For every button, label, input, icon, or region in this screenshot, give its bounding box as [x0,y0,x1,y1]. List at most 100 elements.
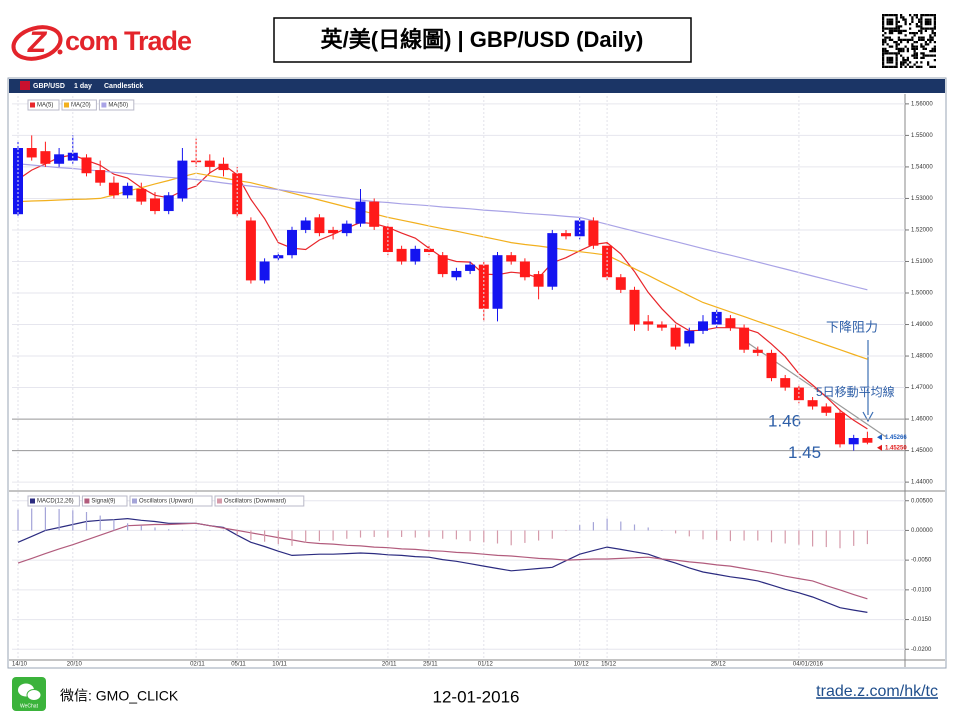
oscillator-bar [702,530,704,540]
candle-body [328,229,339,234]
oscillator-bar [359,530,362,538]
qr-cell [891,65,894,68]
candle-body [739,327,750,350]
y-tick-label: 1.55000 [911,133,933,139]
qr-cell [900,65,903,68]
qr-cell [911,47,914,50]
qr-cell [931,14,934,17]
candle-body [95,170,106,183]
qr-cell [920,25,923,28]
oscillator-bar [428,530,430,537]
candle-body [547,233,558,287]
qr-cell [911,45,914,48]
website-link[interactable]: trade.z.com/hk/tc [816,683,938,700]
qr-cell [931,54,934,57]
toolbar-chart-type[interactable]: Candlestick [104,83,143,90]
oscillator-bar [318,530,320,542]
qr-cell [927,63,930,66]
wechat-icon: WeChat [12,677,46,711]
qr-cell [886,50,889,53]
qr-cell [888,23,891,26]
oscillator-bar [633,524,636,531]
oscillator-bar [140,525,142,531]
qr-cell [929,23,932,26]
candle-body [136,188,147,202]
qr-cell [915,61,918,64]
qr-cell [888,36,891,39]
candle-body [643,321,654,325]
qr-cell [902,29,905,32]
price-label: 1.45266 [885,435,907,441]
qr-cell [913,50,916,53]
qr-cell [891,27,894,30]
qr-cell [922,56,925,59]
oscillator-bar [442,530,444,539]
qr-cell [886,56,889,59]
qr-cell [931,27,934,30]
qr-cell [891,23,894,26]
qr-cell [924,54,927,57]
toolbar-period[interactable]: 1 day [74,83,92,90]
qr-cell [920,61,923,64]
candle-body [478,264,489,309]
qr-cell [891,45,894,48]
candle-body [561,233,571,237]
oscillator-bar [58,509,60,531]
qr-cell [920,27,923,30]
qr-cell [931,38,934,41]
toolbar-symbol[interactable]: GBP/USD [33,83,65,90]
qr-cell [888,45,891,48]
qr-cell [900,50,903,53]
oscillator-bar [168,529,170,531]
qr-cell [918,36,921,39]
legend-box [81,495,128,507]
qr-cell [884,50,887,53]
candle-body [314,217,325,234]
qr-cell [900,63,903,66]
candle-body [780,378,791,388]
qr-cell [886,43,889,46]
qr-cell [924,29,927,32]
oscillator-bar [236,530,238,536]
qr-cell [886,59,889,62]
qr-cell [911,32,914,35]
x-tick-label: 01/12 [478,662,494,668]
oscillator-bar [154,527,156,531]
chart-title: 英/美(日線圖) | GBP/USD (Daily) [321,27,644,52]
qr-cell [927,23,930,26]
qr-cell [902,63,905,66]
qr-cell [882,18,885,21]
qr-cell [933,20,936,23]
qr-cell [922,14,925,17]
qr-cell [909,61,912,64]
oscillator-bar [688,530,690,537]
candle-body [684,330,695,344]
qr-cell [900,14,903,17]
logo-dot [57,49,63,55]
qr-cell [891,59,894,62]
qr-cell [897,32,900,35]
qr-cell [915,14,918,17]
qr-cell [882,38,885,41]
legend-label: Signal(9) [91,499,115,505]
qr-cell [895,47,898,50]
qr-cell [915,25,918,28]
oscillator-bar [113,519,115,531]
qr-cell [918,29,921,32]
qr-cell [897,36,900,39]
qr-cell [900,47,903,50]
y-tick-label: 1.56000 [911,101,933,107]
qr-cell [895,18,898,21]
oscillator-bar [99,515,101,531]
price-marker [877,434,882,441]
qr-cell [891,20,894,23]
qr-cell [933,18,936,21]
qr-cell [882,43,885,46]
oscillator-bar [579,525,581,531]
logo-swoosh [11,25,63,61]
candle-body [382,226,393,253]
qr-cell [920,29,923,32]
qr-cell [920,20,923,23]
qr-cell [891,29,894,32]
toolbar [9,79,945,93]
